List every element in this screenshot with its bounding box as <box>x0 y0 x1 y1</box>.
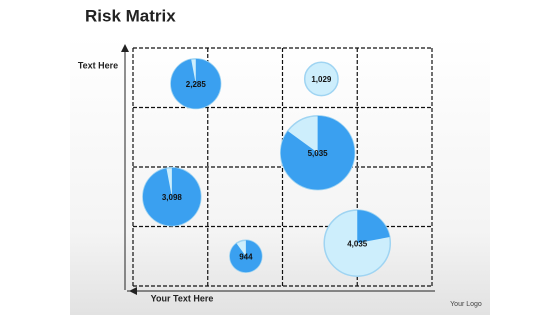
chart-title: Risk Matrix <box>85 6 176 25</box>
data-label: 1,029 <box>311 75 332 84</box>
pie-share <box>170 58 221 109</box>
data-label: 5,035 <box>308 149 329 158</box>
bubble <box>303 61 339 97</box>
background <box>70 35 490 315</box>
data-label: 4,035 <box>347 239 368 248</box>
pie-share <box>142 167 201 226</box>
pie-share <box>229 240 262 273</box>
data-label: 944 <box>239 252 253 261</box>
pie-share <box>280 115 355 190</box>
data-label: 2,285 <box>186 80 207 89</box>
footer-logo: Your Logo <box>450 301 482 308</box>
data-label: 3,098 <box>162 193 183 202</box>
pie-share <box>357 210 390 244</box>
y-axis-arrow <box>121 44 129 52</box>
y-axis-label: Text Here <box>78 60 118 70</box>
x-axis-label: Your Text Here <box>151 293 214 303</box>
x-axis-arrow <box>129 287 137 295</box>
